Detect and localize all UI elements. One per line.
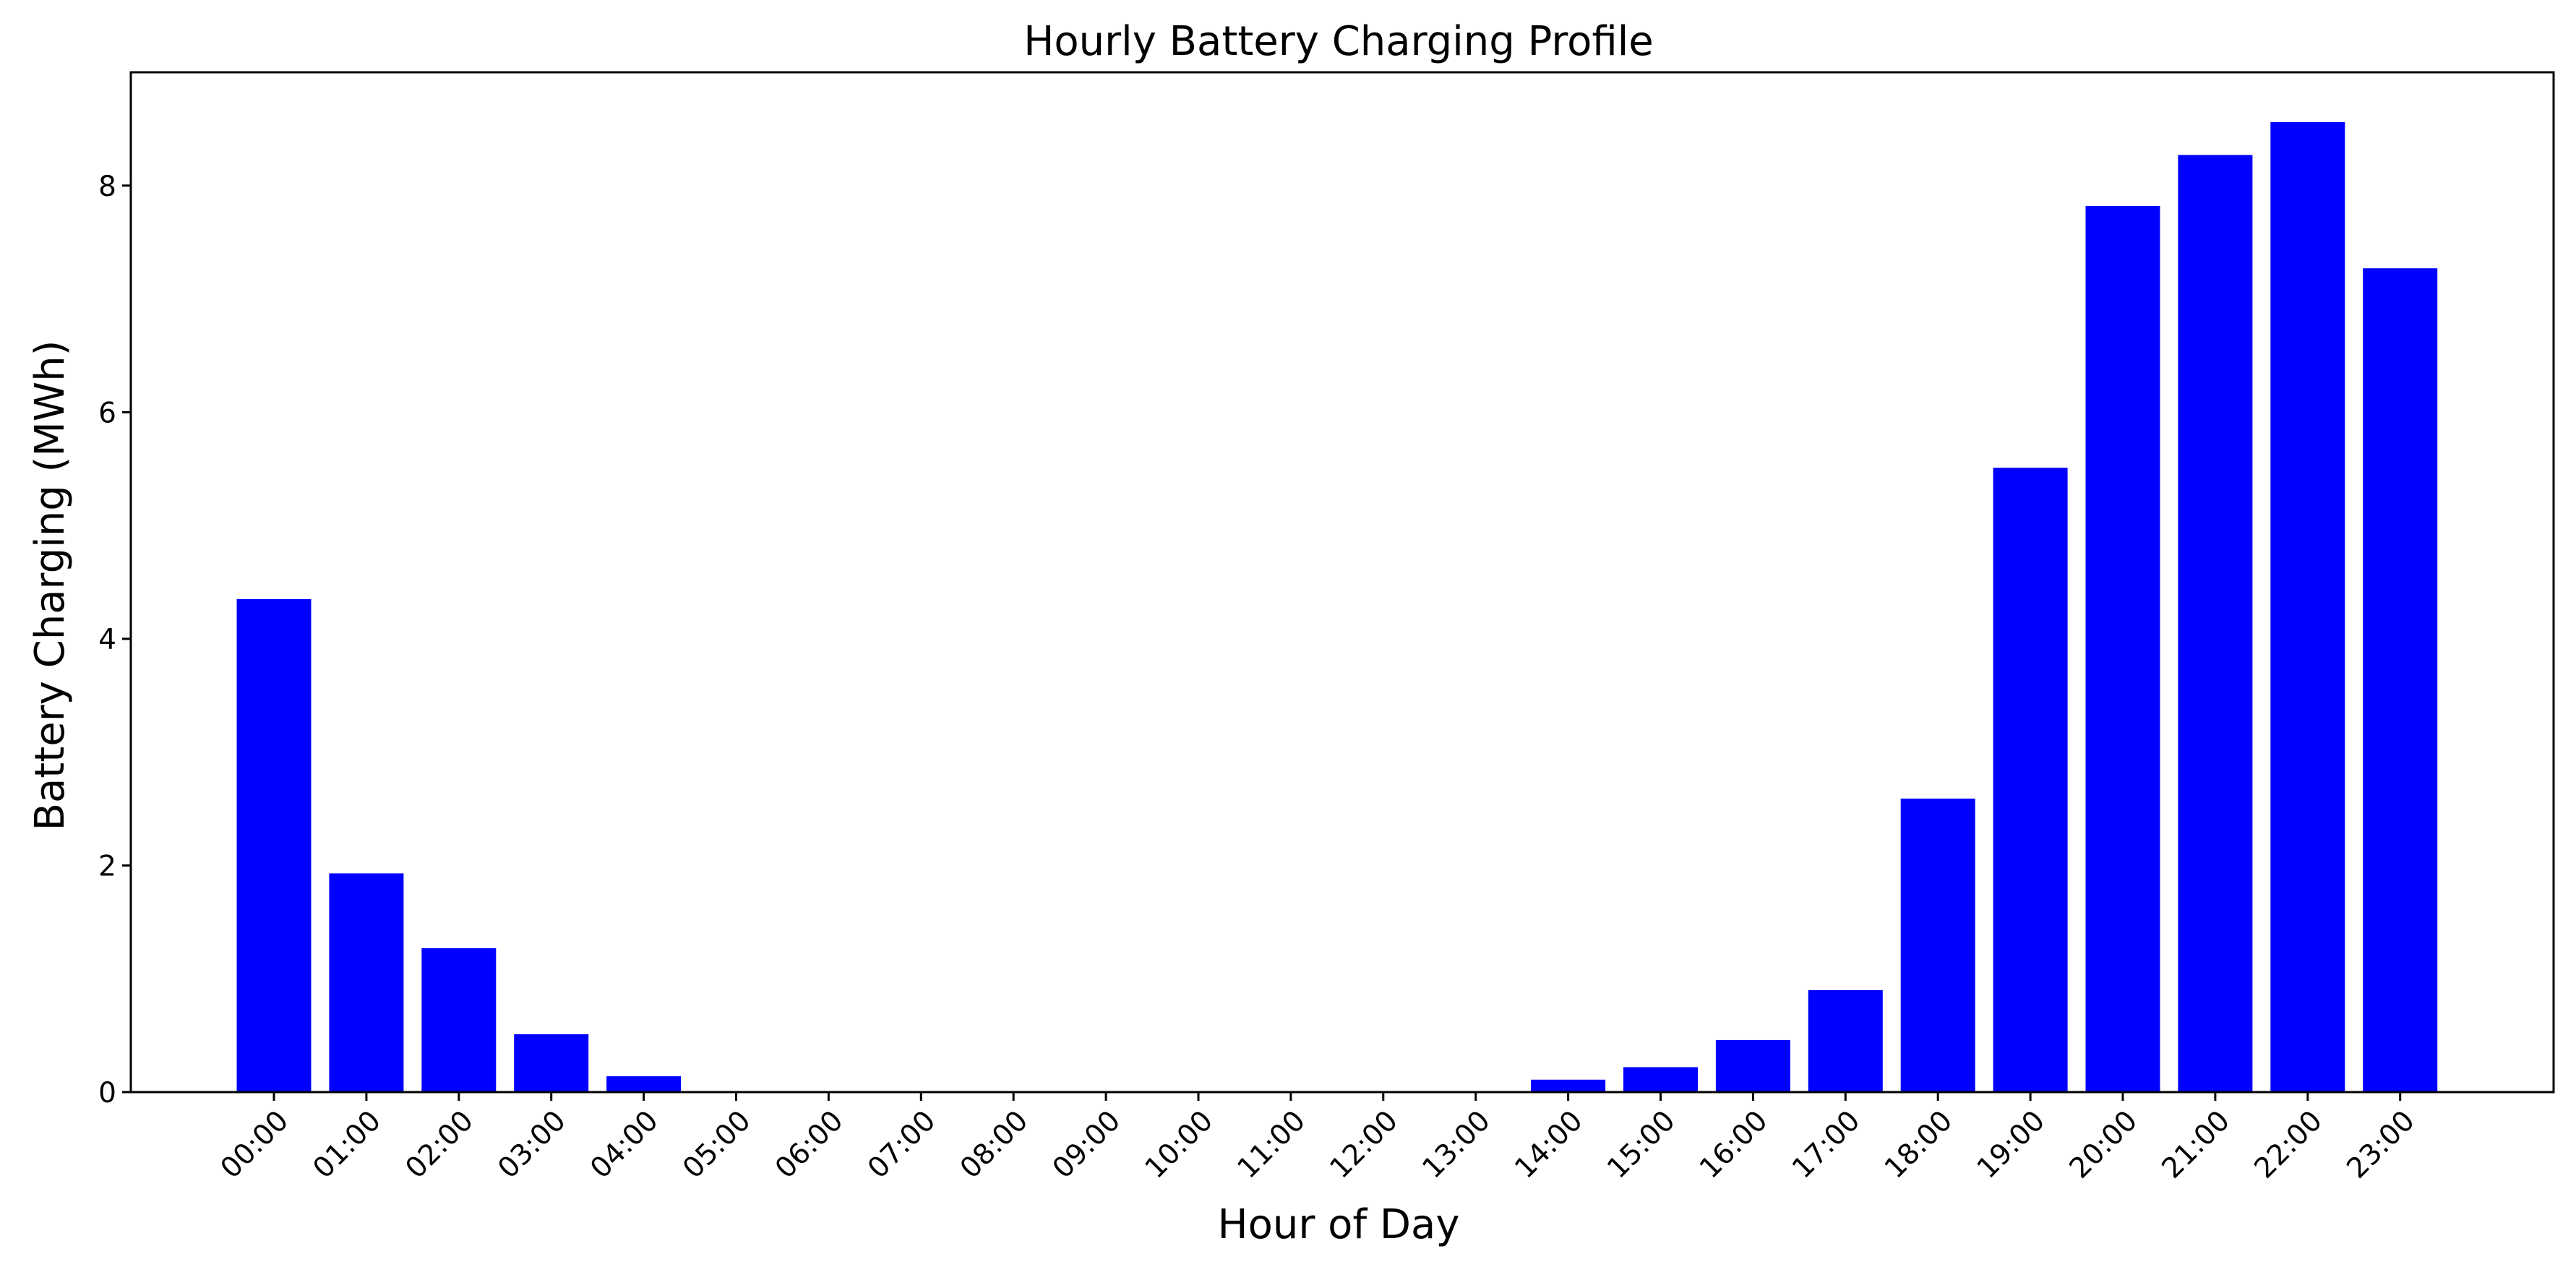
y-tick-label: 2 — [98, 850, 116, 882]
x-tick-label: 12:00 — [1324, 1104, 1404, 1185]
bar-19:00 — [1993, 468, 2068, 1092]
bar-01:00 — [329, 873, 404, 1092]
bar-22:00 — [2270, 122, 2345, 1092]
x-tick-label: 21:00 — [2156, 1104, 2236, 1185]
x-tick-label: 07:00 — [862, 1104, 942, 1185]
bar-16:00 — [1715, 1039, 1790, 1092]
x-tick-label: 10:00 — [1139, 1104, 1219, 1185]
x-tick-label: 05:00 — [677, 1104, 757, 1185]
x-axis-label: Hour of Day — [1217, 1201, 1459, 1248]
y-tick-label: 8 — [98, 171, 116, 203]
x-tick-label: 03:00 — [491, 1104, 572, 1185]
bar-04:00 — [606, 1076, 682, 1092]
bar-17:00 — [1808, 989, 1883, 1092]
y-tick-label: 0 — [98, 1077, 116, 1109]
bar-21:00 — [2178, 155, 2253, 1092]
y-tick-label: 4 — [98, 624, 116, 656]
x-tick-label: 11:00 — [1232, 1104, 1312, 1185]
x-tick-label: 15:00 — [1601, 1104, 1681, 1185]
x-tick-label: 08:00 — [954, 1104, 1034, 1185]
x-tick-label: 14:00 — [1508, 1104, 1589, 1185]
y-ticks-layer: 0 2 4 6 8 — [98, 171, 131, 1109]
bar-02:00 — [421, 948, 497, 1092]
x-tick-label: 23:00 — [2340, 1104, 2421, 1185]
x-ticks-layer: 00:00 01:00 02:00 03:00 04:00 05:00 06:00 07:00… — [215, 1092, 2421, 1185]
x-tick-label: 00:00 — [215, 1104, 295, 1185]
y-axis-label: Battery Charging (MWh) — [27, 340, 74, 831]
x-tick-label: 17:00 — [1786, 1104, 1866, 1185]
bar-20:00 — [2085, 206, 2160, 1092]
x-tick-label: 02:00 — [400, 1104, 480, 1185]
bars-layer — [236, 122, 2438, 1093]
x-tick-label: 22:00 — [2249, 1104, 2329, 1185]
bar-14:00 — [1531, 1079, 1606, 1092]
x-tick-label: 20:00 — [2064, 1104, 2144, 1185]
bar-15:00 — [1623, 1067, 1698, 1092]
x-tick-label: 13:00 — [1416, 1104, 1496, 1185]
bar-00:00 — [236, 599, 312, 1092]
x-tick-label: 16:00 — [1693, 1104, 1774, 1185]
x-tick-label: 04:00 — [584, 1104, 664, 1185]
bar-18:00 — [1900, 798, 1975, 1092]
plot-frame — [129, 71, 2555, 1094]
x-tick-label: 01:00 — [307, 1104, 387, 1185]
x-tick-label: 19:00 — [1971, 1104, 2051, 1185]
y-tick-label: 6 — [98, 397, 116, 429]
chart-title: Hourly Battery Charging Profile — [1023, 18, 1653, 65]
bar-03:00 — [514, 1034, 589, 1092]
x-tick-label: 18:00 — [1879, 1104, 1959, 1185]
bar-23:00 — [2363, 268, 2438, 1093]
x-tick-label: 09:00 — [1047, 1104, 1127, 1185]
x-tick-label: 06:00 — [769, 1104, 849, 1185]
